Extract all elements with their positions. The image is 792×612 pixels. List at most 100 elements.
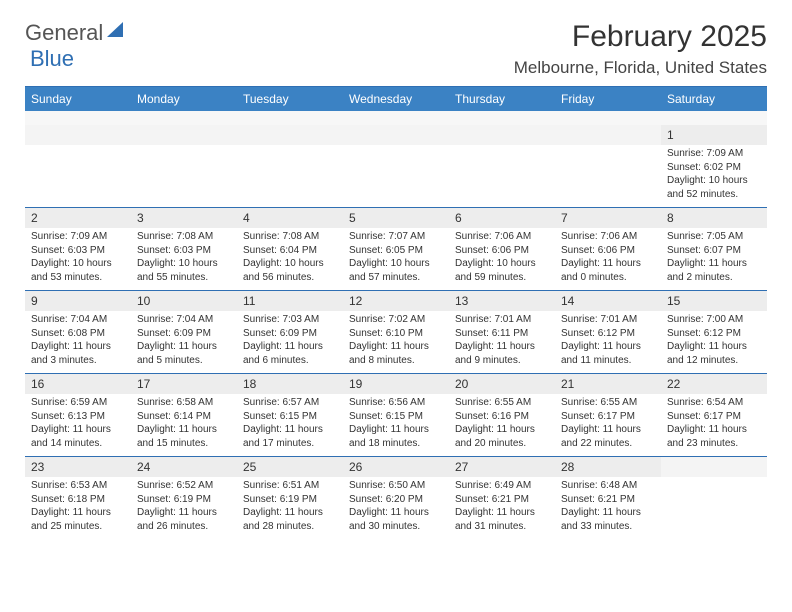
day-cell-28: Sunrise: 6:48 AMSunset: 6:21 PMDaylight:…	[555, 477, 661, 539]
sunrise-text: Sunrise: 6:55 AM	[561, 396, 655, 410]
day-cell-1: Sunrise: 7:09 AMSunset: 6:02 PMDaylight:…	[661, 145, 767, 207]
day-cell-4: Sunrise: 7:08 AMSunset: 6:04 PMDaylight:…	[237, 228, 343, 290]
sunset-text: Sunset: 6:15 PM	[243, 410, 337, 424]
day-cell-5: Sunrise: 7:07 AMSunset: 6:05 PMDaylight:…	[343, 228, 449, 290]
day-cell-empty	[661, 477, 767, 539]
sunset-text: Sunset: 6:21 PM	[455, 493, 549, 507]
sunrise-text: Sunrise: 7:06 AM	[561, 230, 655, 244]
day-content-row: Sunrise: 7:04 AMSunset: 6:08 PMDaylight:…	[25, 311, 767, 373]
day-cell-7: Sunrise: 7:06 AMSunset: 6:06 PMDaylight:…	[555, 228, 661, 290]
day-number-23: 23	[25, 457, 131, 477]
sunrise-text: Sunrise: 6:56 AM	[349, 396, 443, 410]
logo: General	[25, 20, 129, 46]
day-cell-empty	[25, 145, 131, 207]
day-cell-6: Sunrise: 7:06 AMSunset: 6:06 PMDaylight:…	[449, 228, 555, 290]
sunrise-text: Sunrise: 7:04 AM	[31, 313, 125, 327]
week-row: 16171819202122Sunrise: 6:59 AMSunset: 6:…	[25, 373, 767, 456]
day-content-row: Sunrise: 7:09 AMSunset: 6:02 PMDaylight:…	[25, 145, 767, 207]
sunrise-text: Sunrise: 7:08 AM	[137, 230, 231, 244]
day-number-25: 25	[237, 457, 343, 477]
day-number-11: 11	[237, 291, 343, 311]
week-row: 232425262728Sunrise: 6:53 AMSunset: 6:18…	[25, 456, 767, 539]
day-number-22: 22	[661, 374, 767, 394]
sunset-text: Sunset: 6:18 PM	[31, 493, 125, 507]
day-header-saturday: Saturday	[661, 87, 767, 111]
day-cell-16: Sunrise: 6:59 AMSunset: 6:13 PMDaylight:…	[25, 394, 131, 456]
day-number-10: 10	[131, 291, 237, 311]
sunrise-text: Sunrise: 6:54 AM	[667, 396, 761, 410]
day-cell-18: Sunrise: 6:57 AMSunset: 6:15 PMDaylight:…	[237, 394, 343, 456]
day-number-5: 5	[343, 208, 449, 228]
daynum-row: 9101112131415	[25, 291, 767, 311]
daylight-text: Daylight: 10 hours and 57 minutes.	[349, 257, 443, 284]
daylight-text: Daylight: 11 hours and 14 minutes.	[31, 423, 125, 450]
day-number-empty	[343, 125, 449, 145]
sunrise-text: Sunrise: 6:53 AM	[31, 479, 125, 493]
day-number-24: 24	[131, 457, 237, 477]
sunrise-text: Sunrise: 6:49 AM	[455, 479, 549, 493]
daylight-text: Daylight: 11 hours and 11 minutes.	[561, 340, 655, 367]
day-cell-empty	[237, 145, 343, 207]
sunset-text: Sunset: 6:03 PM	[137, 244, 231, 258]
day-header-wednesday: Wednesday	[343, 87, 449, 111]
sunset-text: Sunset: 6:06 PM	[455, 244, 549, 258]
logo-text-1: General	[25, 20, 103, 46]
sunset-text: Sunset: 6:05 PM	[349, 244, 443, 258]
sunset-text: Sunset: 6:12 PM	[561, 327, 655, 341]
day-number-27: 27	[449, 457, 555, 477]
location-text: Melbourne, Florida, United States	[514, 58, 767, 78]
sunset-text: Sunset: 6:17 PM	[667, 410, 761, 424]
daynum-row: 16171819202122	[25, 374, 767, 394]
day-header-sunday: Sunday	[25, 87, 131, 111]
sunrise-text: Sunrise: 7:02 AM	[349, 313, 443, 327]
sunrise-text: Sunrise: 6:57 AM	[243, 396, 337, 410]
sunrise-text: Sunrise: 7:01 AM	[455, 313, 549, 327]
daylight-text: Daylight: 11 hours and 0 minutes.	[561, 257, 655, 284]
sunrise-text: Sunrise: 7:09 AM	[31, 230, 125, 244]
day-number-empty	[661, 457, 767, 477]
daylight-text: Daylight: 11 hours and 28 minutes.	[243, 506, 337, 533]
day-cell-20: Sunrise: 6:55 AMSunset: 6:16 PMDaylight:…	[449, 394, 555, 456]
week-row: 9101112131415Sunrise: 7:04 AMSunset: 6:0…	[25, 290, 767, 373]
daylight-text: Daylight: 10 hours and 56 minutes.	[243, 257, 337, 284]
sunrise-text: Sunrise: 6:51 AM	[243, 479, 337, 493]
day-cell-2: Sunrise: 7:09 AMSunset: 6:03 PMDaylight:…	[25, 228, 131, 290]
day-cell-21: Sunrise: 6:55 AMSunset: 6:17 PMDaylight:…	[555, 394, 661, 456]
day-number-4: 4	[237, 208, 343, 228]
sunset-text: Sunset: 6:16 PM	[455, 410, 549, 424]
day-cell-26: Sunrise: 6:50 AMSunset: 6:20 PMDaylight:…	[343, 477, 449, 539]
day-cell-empty	[555, 145, 661, 207]
page-header: General February 2025 Melbourne, Florida…	[25, 20, 767, 78]
day-number-14: 14	[555, 291, 661, 311]
day-cell-3: Sunrise: 7:08 AMSunset: 6:03 PMDaylight:…	[131, 228, 237, 290]
day-cell-10: Sunrise: 7:04 AMSunset: 6:09 PMDaylight:…	[131, 311, 237, 373]
sunset-text: Sunset: 6:09 PM	[137, 327, 231, 341]
sunset-text: Sunset: 6:02 PM	[667, 161, 761, 175]
sunset-text: Sunset: 6:17 PM	[561, 410, 655, 424]
day-cell-11: Sunrise: 7:03 AMSunset: 6:09 PMDaylight:…	[237, 311, 343, 373]
day-number-16: 16	[25, 374, 131, 394]
daylight-text: Daylight: 10 hours and 52 minutes.	[667, 174, 761, 201]
day-content-row: Sunrise: 6:53 AMSunset: 6:18 PM Daylight:…	[25, 477, 767, 539]
calendar: SundayMondayTuesdayWednesdayThursdayFrid…	[25, 87, 767, 539]
daylight-text: Daylight: 10 hours and 53 minutes.	[31, 257, 125, 284]
daylight-text: Daylight: 11 hours and 6 minutes.	[243, 340, 337, 367]
day-number-19: 19	[343, 374, 449, 394]
day-cell-27: Sunrise: 6:49 AMSunset: 6:21 PMDaylight:…	[449, 477, 555, 539]
day-cell-empty	[131, 145, 237, 207]
day-header-monday: Monday	[131, 87, 237, 111]
sunset-text: Sunset: 6:08 PM	[31, 327, 125, 341]
sunset-text: Sunset: 6:19 PM	[243, 493, 337, 507]
sunrise-text: Sunrise: 7:09 AM	[667, 147, 761, 161]
daylight-text: Daylight: 11 hours and 3 minutes.	[31, 340, 125, 367]
sunset-text: Sunset: 6:13 PM	[31, 410, 125, 424]
day-cell-15: Sunrise: 7:00 AMSunset: 6:12 PMDaylight:…	[661, 311, 767, 373]
sunset-text: Sunset: 6:20 PM	[349, 493, 443, 507]
day-cell-9: Sunrise: 7:04 AMSunset: 6:08 PMDaylight:…	[25, 311, 131, 373]
daylight-text: Daylight: 11 hours and 8 minutes.	[349, 340, 443, 367]
day-cell-25: Sunrise: 6:51 AMSunset: 6:19 PMDaylight:…	[237, 477, 343, 539]
day-number-empty	[555, 125, 661, 145]
week-row: 1Sunrise: 7:09 AMSunset: 6:02 PMDaylight…	[25, 111, 767, 207]
sunset-text: Sunset: 6:15 PM	[349, 410, 443, 424]
sunrise-text: Sunrise: 6:55 AM	[455, 396, 549, 410]
